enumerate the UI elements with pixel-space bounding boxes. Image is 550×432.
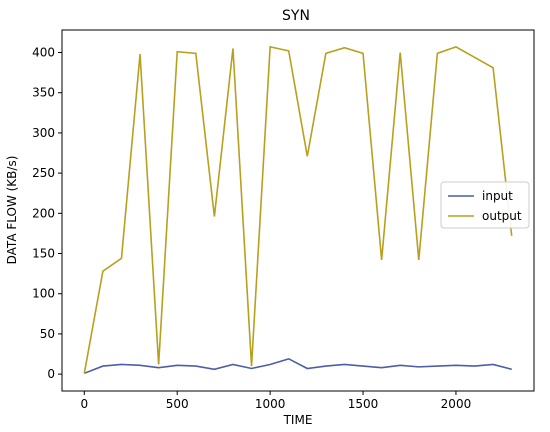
series-line-input (84, 357, 512, 375)
legend-label-input: input (482, 189, 513, 203)
x-tick-label: 0 (80, 397, 88, 411)
y-tick-label: 300 (32, 126, 55, 140)
x-tick-label: 500 (166, 397, 189, 411)
x-tick-label: 1000 (255, 397, 286, 411)
plot-lines (83, 45, 513, 375)
x-axis-label: TIME (283, 413, 313, 427)
x-tick-label: 2000 (441, 397, 472, 411)
chart-title: SYN (282, 8, 310, 24)
legend: input output (440, 181, 530, 229)
legend-label-output: output (482, 209, 522, 223)
series-line-output (83, 45, 513, 374)
y-tick-label: 0 (47, 367, 55, 381)
y-tick-label: 350 (32, 86, 55, 100)
y-tick-label: 150 (32, 247, 55, 261)
y-axis-ticks: 0 50 100 150 200 250 300 350 400 (32, 46, 62, 381)
plot-frame (61, 29, 535, 392)
y-tick-label: 400 (32, 46, 55, 60)
x-tick-label: 1500 (348, 397, 379, 411)
y-tick-label: 200 (32, 206, 55, 220)
y-axis-label: DATA FLOW (KB/s) (5, 156, 19, 265)
x-axis-ticks: 0 500 1000 1500 2000 (80, 391, 471, 411)
y-tick-label: 100 (32, 287, 55, 301)
y-tick-label: 50 (40, 327, 55, 341)
y-tick-label: 250 (32, 166, 55, 180)
